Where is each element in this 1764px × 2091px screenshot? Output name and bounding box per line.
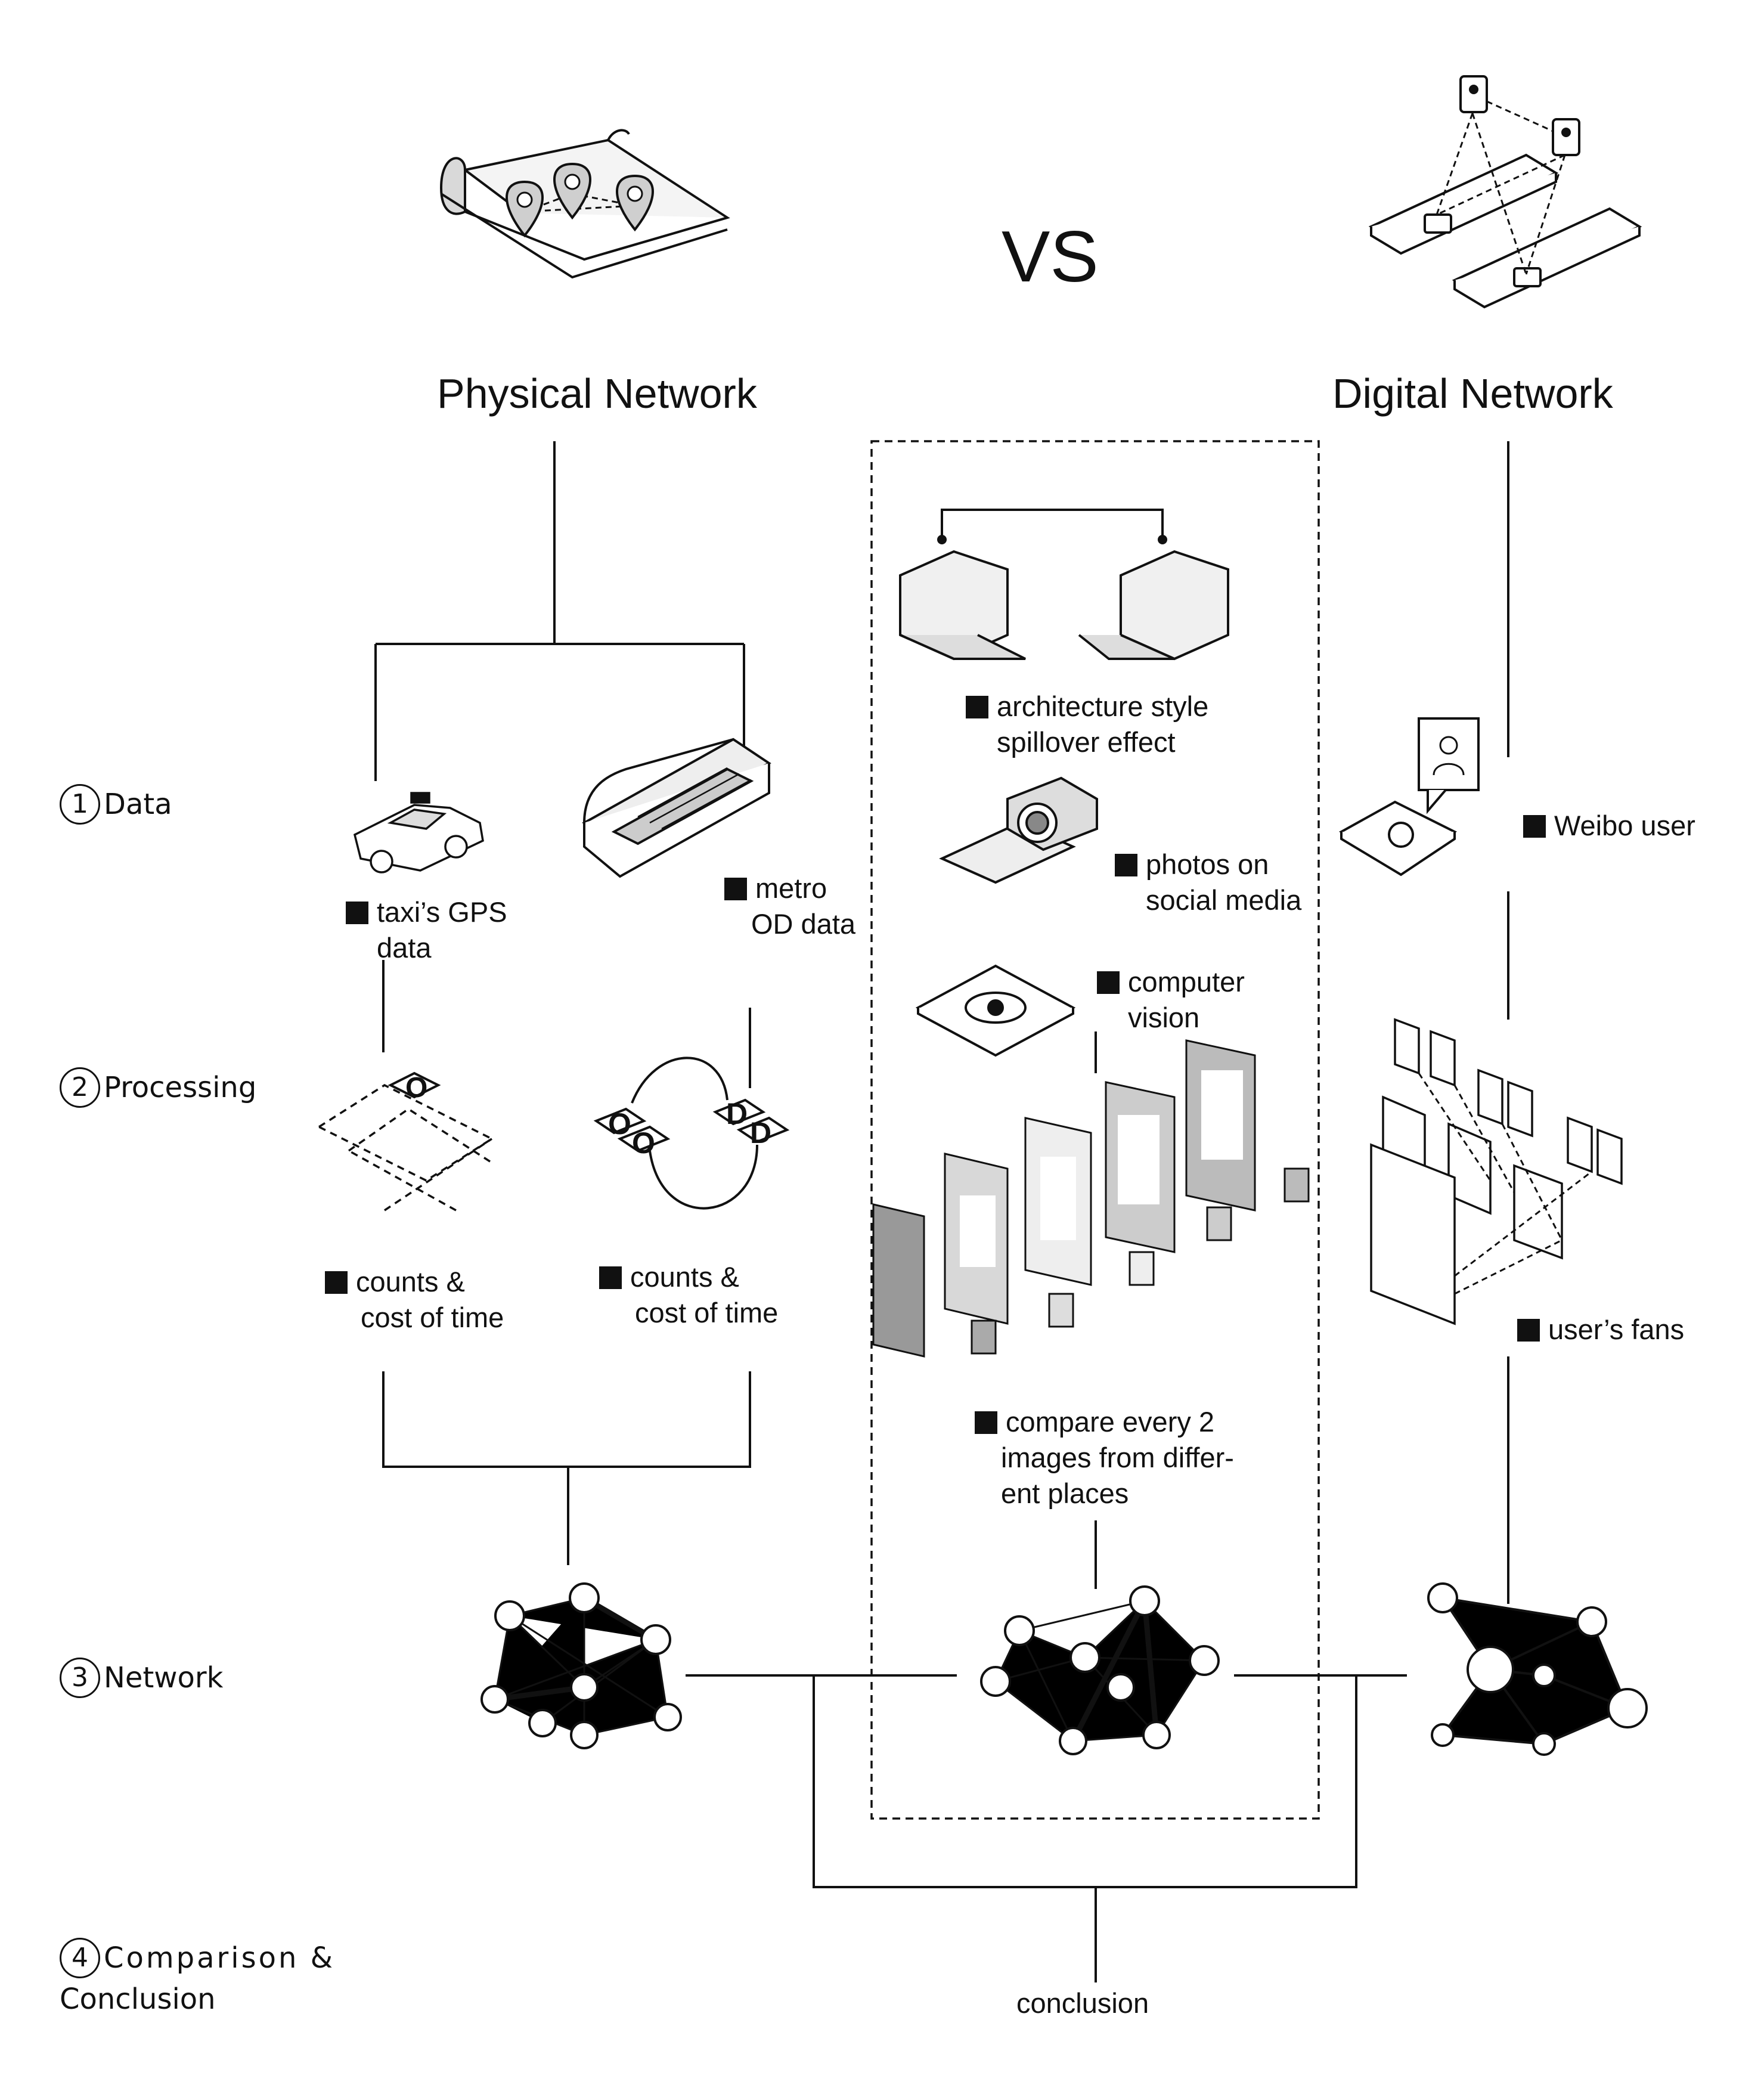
metro-label-line2: OD data: [751, 908, 856, 940]
weibo-user-label: Weibo user: [1523, 808, 1695, 844]
architecture-label: architecture style spillover effect: [966, 689, 1208, 760]
physical-network-title: Physical Network: [437, 370, 757, 417]
bullet-marker: [1523, 815, 1546, 838]
map-pins-icon: [439, 129, 730, 279]
taxi-od-letter: O: [405, 1072, 428, 1104]
image-stack-icon: [872, 1039, 1310, 1358]
taxi-icon: [353, 792, 484, 873]
vision-chip-icon: [915, 964, 1076, 1057]
step-label: Network: [104, 1661, 224, 1695]
taxi-processing-label: counts & cost of time: [325, 1264, 504, 1336]
od-pairs-icon: [593, 1057, 790, 1210]
compare-line1: compare every 2: [1006, 1406, 1215, 1438]
vision-line2: vision: [1128, 1002, 1200, 1033]
metro-label-line1: metro: [755, 872, 827, 904]
bullet-marker: [346, 902, 368, 924]
network-graph-icon: [480, 1582, 682, 1749]
od-destination-letter: D: [750, 1116, 772, 1150]
camera-icon: [939, 776, 1098, 884]
users-fans-text: user’s fans: [1548, 1314, 1685, 1345]
compare-line3: ent places: [1001, 1477, 1129, 1509]
compare-line2: images from differ-: [1001, 1442, 1234, 1473]
weibo-icon: [1339, 717, 1480, 876]
step-comparison-line2: Conclusion: [60, 1982, 216, 2016]
metro-processing-label: counts & cost of time: [599, 1259, 778, 1331]
step-number: 1: [60, 784, 100, 825]
metro-label: metro OD data: [724, 871, 855, 942]
od-origin-letter: O: [608, 1107, 631, 1141]
bullet-marker: [1097, 971, 1120, 994]
bullet-marker: [325, 1271, 348, 1294]
step-network: 3 Network: [60, 1658, 223, 1698]
network-graph-icon: [980, 1585, 1220, 1755]
step-label: Comparison &: [104, 1941, 336, 1975]
taxi-label-line1: taxi’s GPS: [377, 896, 507, 928]
metro-processing-line2: cost of time: [635, 1297, 779, 1328]
step-label: Processing: [104, 1071, 257, 1104]
architecture-line2: spillover effect: [997, 726, 1176, 758]
phones-users-icon: [1368, 75, 1642, 309]
taxi-label-line2: data: [377, 932, 432, 964]
weibo-user-text: Weibo user: [1554, 810, 1695, 841]
vision-label: computer vision: [1097, 964, 1245, 1036]
fans-profiles-icon: [1370, 1018, 1623, 1325]
step-number: 4: [60, 1938, 100, 1978]
photos-label: photos on social media: [1115, 847, 1301, 918]
compare-label: compare every 2 images from differ- ent …: [975, 1404, 1234, 1511]
step-processing: 2 Processing: [60, 1067, 256, 1108]
bullet-marker: [1517, 1319, 1540, 1342]
taxi-label: taxi’s GPS data: [346, 894, 507, 966]
network-graph-icon: [1427, 1582, 1648, 1756]
step-comparison: 4 Comparison &: [60, 1938, 335, 1978]
step-number: 2: [60, 1067, 100, 1108]
conclusion-label: conclusion: [1016, 1987, 1149, 2019]
vs-label: VS: [1002, 216, 1099, 297]
taxi-processing-line2: cost of time: [361, 1302, 504, 1333]
photos-line1: photos on: [1146, 848, 1269, 880]
od-origin-letter: O: [632, 1126, 655, 1160]
users-fans-label: user’s fans: [1517, 1312, 1684, 1347]
vision-line1: computer: [1128, 966, 1245, 998]
metro-processing-line1: counts &: [630, 1261, 739, 1293]
bullet-marker: [966, 696, 988, 718]
step-label: Data: [104, 788, 172, 821]
step-data: 1 Data: [60, 784, 172, 825]
digital-network-title: Digital Network: [1332, 370, 1613, 417]
architecture-line1: architecture style: [997, 690, 1209, 722]
bullet-marker: [975, 1411, 997, 1434]
od-destination-letter: D: [726, 1097, 748, 1130]
photos-line2: social media: [1146, 884, 1302, 916]
step-number: 3: [60, 1658, 100, 1698]
bullet-marker: [1115, 854, 1137, 876]
shop-buildings-icon: [899, 509, 1229, 661]
metro-train-icon: [582, 738, 771, 878]
bullet-marker: [724, 878, 747, 900]
bullet-marker: [599, 1266, 622, 1289]
taxi-od-icon: [317, 1071, 494, 1212]
taxi-processing-line1: counts &: [356, 1266, 465, 1297]
